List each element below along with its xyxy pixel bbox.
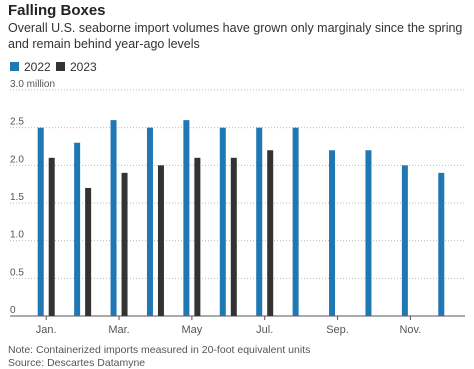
bar	[267, 150, 274, 316]
y-tick-label: 2.0	[10, 154, 24, 165]
bar	[219, 127, 226, 317]
y-tick-label: 0	[10, 305, 16, 316]
y-tick-label: 1.5	[10, 192, 24, 203]
bar	[230, 157, 237, 316]
chart: 2022 2023 0 0.5 1.0 1.5 2.0 2.5 3.0 million Jan. M…	[10, 60, 465, 336]
x-tick-label: Jan.	[36, 324, 57, 336]
x-tick-label: Mar.	[108, 324, 129, 336]
bar	[329, 150, 336, 316]
bar	[256, 127, 263, 317]
bar	[157, 165, 164, 316]
note: Note: Containerized imports measured in …	[8, 344, 311, 356]
bar	[146, 127, 153, 317]
bar	[74, 142, 81, 316]
y-tick-label: 3.0 million	[10, 79, 55, 90]
y-tick-label: 2.5	[10, 117, 24, 128]
bar	[194, 157, 201, 316]
legend-label: 2023	[70, 60, 97, 74]
bar	[110, 120, 117, 316]
bar	[365, 150, 372, 316]
bar	[401, 165, 408, 316]
legend-swatch	[10, 62, 19, 71]
y-tick-label: 1.0	[10, 230, 24, 241]
chart-subtitle: Overall U.S. seaborne import volumes hav…	[8, 21, 463, 51]
y-tick-label: 0.5	[10, 267, 24, 278]
source: Source: Descartes Datamyne	[8, 357, 146, 369]
x-tick-label: May	[181, 324, 202, 336]
legend-swatch	[56, 62, 65, 71]
x-tick-label: Jul.	[256, 324, 273, 336]
bar	[292, 127, 299, 317]
bar	[85, 187, 92, 316]
x-tick-label: Sep.	[326, 324, 349, 336]
legend-label: 2022	[24, 60, 51, 74]
x-tick-label: Nov.	[399, 324, 421, 336]
bar	[48, 157, 55, 316]
bar	[37, 127, 44, 317]
bar	[121, 172, 128, 316]
chart-title: Falling Boxes	[8, 2, 106, 19]
bar	[183, 120, 190, 316]
bar	[438, 172, 445, 316]
